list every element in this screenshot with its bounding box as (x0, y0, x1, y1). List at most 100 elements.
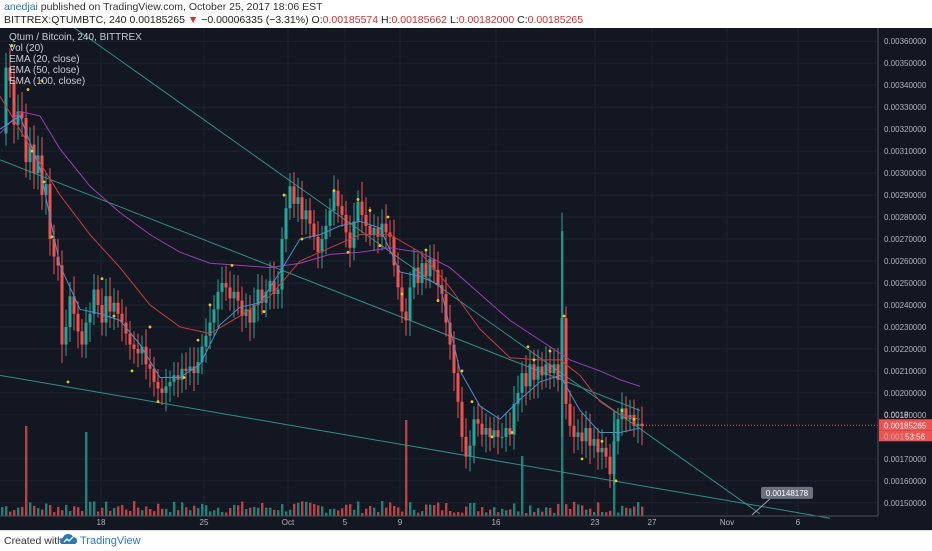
volume-bar (633, 506, 636, 516)
fractal-marker (620, 409, 624, 412)
volume-bar (501, 508, 504, 516)
volume-bar (545, 507, 548, 516)
volume-bar (25, 426, 28, 516)
volume-bar (81, 510, 84, 516)
candle-body (620, 408, 624, 420)
close-label: C: (517, 14, 528, 26)
volume-bar (117, 506, 120, 516)
fractal-marker (148, 325, 152, 329)
legend-ema100[interactable]: EMA (100, close) (9, 76, 86, 87)
volume-bar (377, 511, 380, 516)
candle-body (564, 318, 568, 404)
volume-bar (353, 509, 356, 516)
volume-bar (345, 504, 348, 516)
volume-bar (329, 509, 332, 516)
volume-bar (445, 503, 448, 516)
volume-bar (589, 508, 592, 516)
x-tick-label: 16 (492, 518, 501, 527)
volume-bar (453, 512, 456, 516)
volume-bar (225, 512, 228, 516)
candle-body (280, 239, 284, 290)
fractal-marker (632, 417, 636, 421)
candle-body (336, 190, 340, 207)
candle-body (120, 313, 124, 323)
candle-body (600, 447, 604, 453)
volume-bar (361, 512, 364, 516)
candle-body (184, 368, 188, 371)
volume-bar (485, 512, 488, 516)
candle-body (488, 428, 492, 437)
fractal-marker (378, 244, 382, 248)
volume-bar (337, 510, 340, 516)
candle-body (152, 368, 156, 382)
y-tick-label: 0.00340000 (884, 81, 927, 90)
last-price-box (879, 419, 932, 431)
candle-body (616, 419, 620, 442)
fractal-marker (356, 198, 360, 201)
fractal-marker (156, 400, 160, 404)
indicator-legend: Qtum / Bitcoin, 240, BITTREX Vol (20) EM… (9, 32, 142, 87)
volume-bar (541, 511, 544, 516)
candle-body (88, 313, 92, 323)
candle-body (472, 419, 476, 446)
candle-body (148, 364, 152, 369)
candle-body (436, 269, 440, 286)
candle-body (580, 432, 584, 442)
candle-body (20, 111, 24, 119)
candle-body (444, 293, 448, 323)
legend-ema20[interactable]: EMA (20, close) (9, 54, 80, 65)
volume-bar (357, 501, 360, 516)
candle-body (448, 322, 452, 345)
volume-bar (465, 506, 468, 516)
volume-bar (149, 509, 152, 516)
candle-body (624, 408, 628, 420)
volume-bar (385, 507, 388, 516)
volume-bar (341, 508, 344, 516)
candle-body (608, 456, 612, 475)
candle-body (252, 304, 256, 323)
candle-body (112, 302, 116, 312)
candle-body (572, 425, 576, 437)
candle-body (92, 289, 96, 314)
candle-body (476, 419, 480, 424)
x-tick-label: 18 (97, 518, 106, 527)
volume-bar (405, 420, 408, 516)
volume-bar (165, 508, 168, 516)
volume-bar (1, 507, 4, 516)
candle-body (64, 326, 68, 345)
volume-bar (93, 501, 96, 516)
volume-bar (309, 502, 312, 516)
candle-body (484, 428, 488, 435)
x-tick-label: 23 (591, 518, 600, 527)
volume-bar (417, 512, 420, 516)
fractal-marker (400, 292, 404, 296)
candle-body (164, 386, 168, 393)
legend-symbol[interactable]: Qtum / Bitcoin, 240, BITTREX (9, 32, 142, 43)
volume-bar (305, 501, 308, 516)
candle-body (40, 155, 44, 196)
volume-bar (273, 509, 276, 516)
candle-body (460, 401, 464, 437)
candle-body (200, 346, 204, 363)
fractal-marker (230, 264, 234, 267)
price-chart[interactable]: 0.00148178 0.00360000 0.00350000 0.00340000… (0, 28, 932, 530)
volume-bar (517, 511, 520, 516)
volume-bar (269, 507, 272, 516)
tradingview-brand[interactable]: TradingView (80, 535, 141, 547)
low-value: 0.00182000 (458, 14, 515, 26)
volume-bar (429, 504, 432, 516)
candle-body (248, 309, 252, 323)
volume-bar (369, 505, 372, 516)
volume-bar (393, 505, 396, 516)
author-link[interactable]: anedjai (4, 1, 38, 13)
y-tick-label: 0.00230000 (884, 323, 927, 332)
legend-volume[interactable]: Vol (20) (9, 43, 44, 54)
legend-ema50[interactable]: EMA (50, close) (9, 65, 80, 76)
fractal-marker (262, 310, 266, 313)
volume-bar (421, 511, 424, 516)
candle-body (12, 80, 16, 125)
candle-body (360, 201, 364, 215)
candle-body (408, 287, 412, 321)
y-tick-label: 0.00360000 (884, 37, 927, 46)
candle-body (260, 289, 264, 303)
